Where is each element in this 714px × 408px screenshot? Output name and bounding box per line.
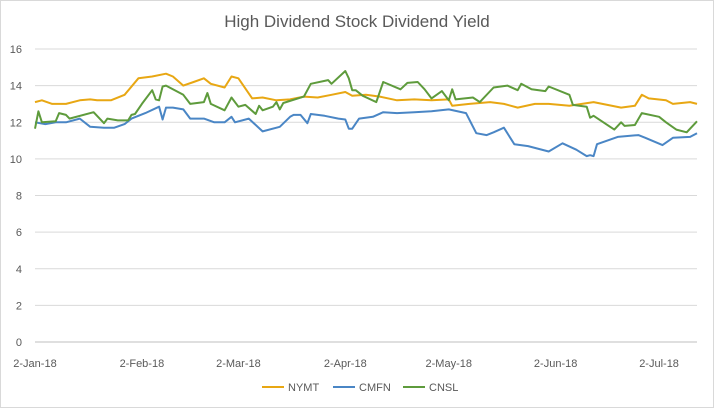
y-tick-label: 12	[10, 117, 22, 129]
x-tick-label: 2-Jul-18	[639, 358, 679, 370]
series-line-cnsl	[34, 70, 698, 134]
gridlines	[35, 48, 697, 343]
legend: NYMT CMFN CNSL	[262, 382, 458, 394]
y-tick-label: 0	[16, 337, 22, 349]
legend-label: CMFN	[359, 382, 391, 394]
x-tick-label: 2-May-18	[426, 358, 472, 370]
legend-label: CNSL	[429, 382, 458, 394]
x-tick-label: 2-Jun-18	[534, 358, 577, 370]
x-tick-label: 2-Apr-18	[324, 358, 367, 370]
legend-item-nymt: NYMT	[262, 382, 319, 394]
series-line-nymt	[34, 72, 698, 109]
y-tick-label: 14	[10, 81, 22, 93]
y-tick-label: 8	[16, 191, 22, 203]
y-tick-label: 4	[16, 264, 22, 276]
y-tick-label: 16	[10, 44, 22, 56]
series-line-cmfn	[34, 105, 698, 158]
chart-title: High Dividend Stock Dividend Yield	[224, 12, 490, 31]
legend-item-cnsl: CNSL	[403, 382, 458, 394]
x-axis-ticks: 2-Jan-18 2-Feb-18 2-Mar-18 2-Apr-18 2-May-18…	[13, 358, 679, 370]
x-tick-label: 2-Feb-18	[120, 358, 165, 370]
y-tick-label: 10	[10, 154, 22, 166]
x-tick-label: 2-Jan-18	[13, 358, 56, 370]
legend-label: NYMT	[288, 382, 319, 394]
y-tick-label: 6	[16, 227, 22, 239]
y-axis-ticks: 0 2 4 6 8 10 12 14 16	[10, 44, 22, 349]
series-lines	[34, 70, 698, 158]
legend-item-cmfn: CMFN	[333, 382, 391, 394]
y-tick-label: 2	[16, 300, 22, 312]
x-tick-label: 2-Mar-18	[216, 358, 261, 370]
